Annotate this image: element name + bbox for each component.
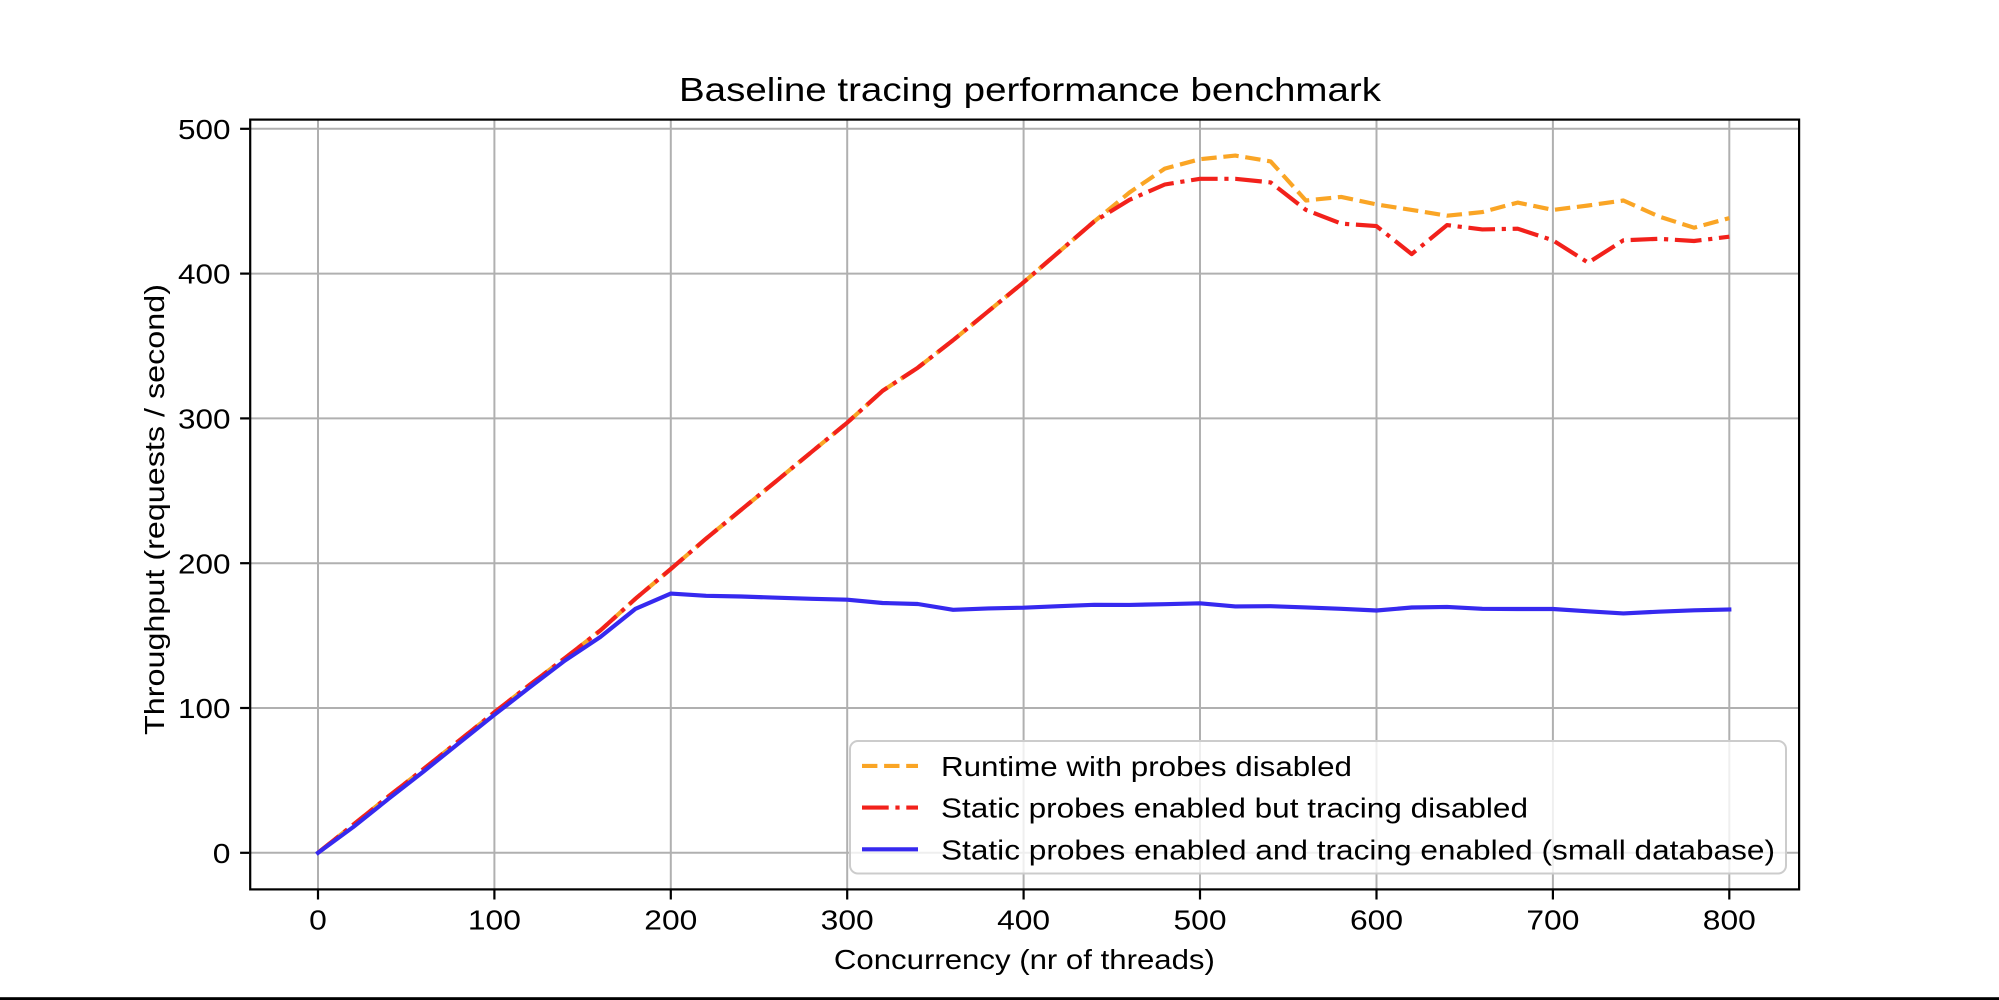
svg-text:Runtime with probes disabled: Runtime with probes disabled: [941, 751, 1352, 782]
svg-text:Static probes enabled and trac: Static probes enabled and tracing enable…: [941, 834, 1775, 865]
svg-text:200: 200: [178, 548, 231, 579]
svg-text:400: 400: [997, 905, 1050, 936]
svg-text:0: 0: [309, 905, 327, 936]
svg-text:Concurrency (nr of threads): Concurrency (nr of threads): [834, 944, 1215, 975]
svg-text:Throughput (requests / second): Throughput (requests / second): [139, 284, 170, 735]
svg-text:700: 700: [1526, 905, 1579, 936]
svg-text:500: 500: [178, 114, 231, 145]
svg-text:200: 200: [644, 905, 697, 936]
svg-text:600: 600: [1350, 905, 1403, 936]
svg-text:100: 100: [178, 693, 231, 724]
svg-text:300: 300: [178, 404, 231, 435]
svg-text:500: 500: [1174, 905, 1227, 936]
svg-text:100: 100: [468, 905, 521, 936]
svg-text:400: 400: [178, 259, 231, 290]
svg-text:Baseline tracing performance b: Baseline tracing performance benchmark: [679, 72, 1381, 109]
svg-text:0: 0: [213, 838, 231, 869]
svg-text:Static probes enabled but trac: Static probes enabled but tracing disabl…: [941, 793, 1528, 824]
svg-text:800: 800: [1703, 905, 1756, 936]
svg-text:300: 300: [821, 905, 874, 936]
